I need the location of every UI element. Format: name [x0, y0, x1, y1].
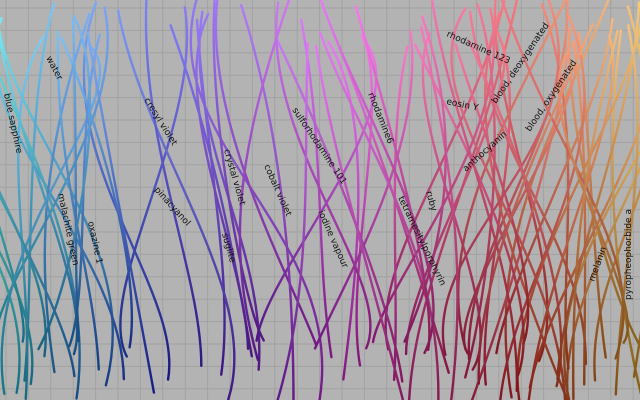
curve — [454, 43, 530, 345]
curve — [0, 194, 47, 358]
curve — [557, 48, 630, 344]
curve — [327, 41, 360, 381]
curve — [355, 34, 374, 367]
curve — [484, 11, 569, 400]
curve — [0, 225, 25, 343]
curve — [71, 19, 80, 343]
curve — [464, 3, 496, 379]
curve — [430, 0, 518, 393]
curve — [68, 33, 101, 348]
curve — [275, 37, 404, 383]
curve — [0, 265, 21, 394]
curve — [86, 31, 156, 394]
curve — [144, 0, 203, 368]
curve — [470, 39, 571, 400]
curve — [0, 250, 34, 386]
curve — [404, 43, 506, 356]
curve — [17, 35, 45, 400]
curve — [504, 0, 610, 399]
curve — [441, 0, 560, 357]
curve — [462, 40, 578, 355]
curve — [419, 25, 459, 400]
curve — [593, 187, 640, 382]
curve — [313, 29, 414, 350]
curve-label: pyropheophorbide a — [624, 209, 634, 300]
curve — [477, 23, 594, 385]
curve — [37, 14, 92, 351]
curve — [354, 5, 431, 352]
curve — [563, 149, 640, 400]
curve — [499, 15, 586, 400]
curve — [556, 1, 640, 381]
curve — [450, 7, 567, 400]
curve — [275, 1, 372, 350]
curve — [116, 9, 236, 400]
curve — [60, 36, 133, 349]
curve — [319, 0, 435, 355]
curve — [255, 36, 378, 343]
curve — [238, 0, 291, 362]
curve — [314, 44, 405, 400]
curve — [467, 0, 569, 361]
curve — [371, 7, 496, 344]
curve — [408, 0, 519, 400]
curve — [566, 165, 640, 400]
curve — [119, 6, 189, 358]
curve — [392, 45, 409, 381]
curve — [572, 40, 587, 386]
curve — [331, 29, 450, 374]
curve — [0, 27, 114, 387]
curve — [318, 31, 440, 400]
curve — [614, 24, 639, 396]
curve — [300, 18, 333, 359]
curve — [611, 29, 640, 395]
curve — [195, 12, 250, 350]
curve — [516, 21, 640, 400]
curve — [214, 0, 318, 347]
curve — [500, 0, 625, 360]
curve — [212, 0, 265, 342]
curve — [240, 3, 295, 400]
curve — [495, 17, 614, 355]
curve — [0, 43, 102, 395]
curve — [195, 18, 226, 376]
curve — [571, 29, 619, 400]
curve — [0, 190, 76, 378]
curve — [493, 0, 549, 363]
curve — [276, 42, 309, 400]
curve — [403, 15, 447, 343]
